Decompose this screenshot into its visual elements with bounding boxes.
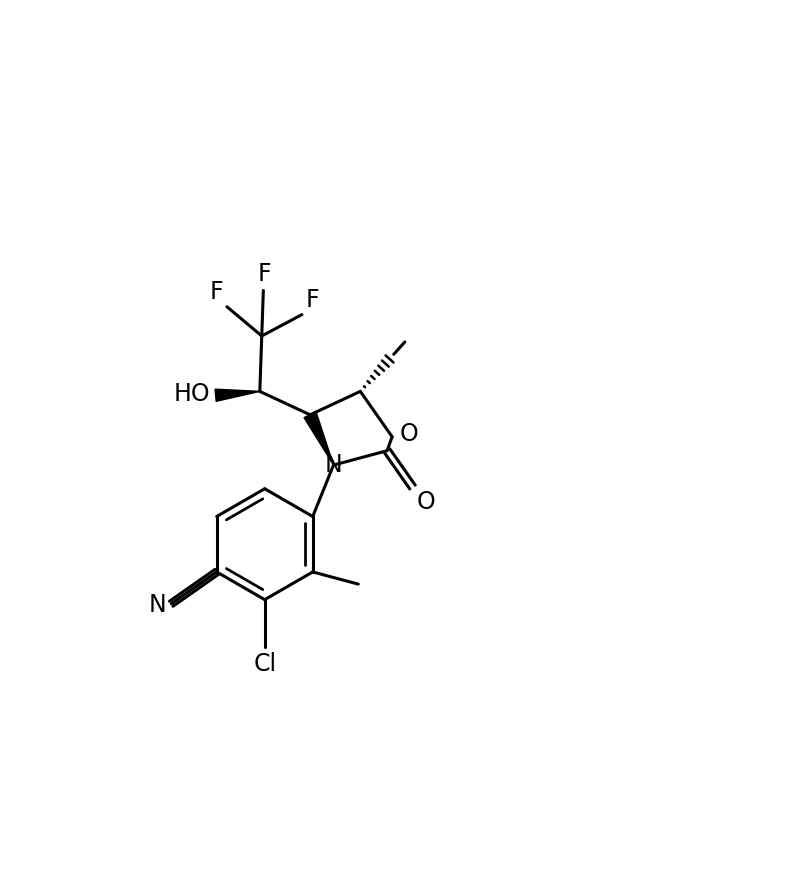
- Text: O: O: [399, 422, 418, 446]
- Text: N: N: [324, 453, 342, 477]
- Text: Cl: Cl: [253, 652, 276, 677]
- Text: F: F: [257, 262, 272, 286]
- Text: F: F: [305, 288, 319, 312]
- Text: F: F: [210, 280, 224, 304]
- Text: N: N: [149, 593, 167, 617]
- Polygon shape: [304, 412, 334, 465]
- Polygon shape: [215, 389, 260, 401]
- Text: O: O: [417, 490, 436, 514]
- Text: HO: HO: [173, 382, 210, 407]
